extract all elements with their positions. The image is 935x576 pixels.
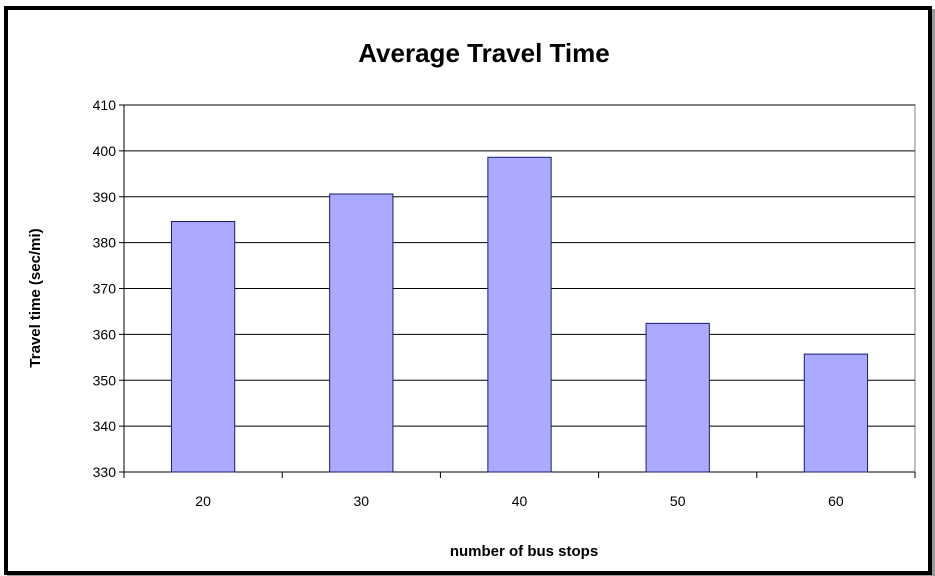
x-tick-label: 20 — [195, 493, 211, 509]
x-tick-label: 40 — [512, 493, 528, 509]
y-tick-label: 400 — [93, 143, 117, 159]
y-tick-label: 360 — [93, 326, 117, 342]
chart-title: Average Travel Time — [358, 38, 609, 68]
y-tick-label: 370 — [93, 281, 117, 297]
y-tick-label: 410 — [93, 97, 117, 113]
y-axis-label: Travel time (sec/mi) — [27, 228, 44, 367]
x-tick-label: 50 — [670, 493, 686, 509]
y-tick-label: 350 — [93, 372, 117, 388]
y-tick-label: 330 — [93, 464, 117, 480]
bar-chart: Average Travel Time Travel time (sec/mi)… — [27, 38, 916, 560]
y-tick-label: 340 — [93, 418, 117, 434]
y-tick-label: 390 — [93, 189, 117, 205]
x-axis-label: number of bus stops — [450, 543, 598, 560]
bar-40 — [487, 156, 552, 473]
bar-60 — [803, 353, 869, 473]
chart-frame: Average Travel Time Travel time (sec/mi)… — [4, 6, 932, 575]
bar-50 — [645, 322, 710, 473]
bar-20 — [170, 221, 236, 473]
x-tick-label: 30 — [354, 493, 370, 509]
plot-area: 330 340 350 360 370 380 390 400 410 20 30 40 50 60 — [93, 97, 916, 509]
y-tick-label: 380 — [93, 235, 117, 251]
bar-30 — [329, 193, 394, 473]
x-tick-label: 60 — [828, 493, 844, 509]
